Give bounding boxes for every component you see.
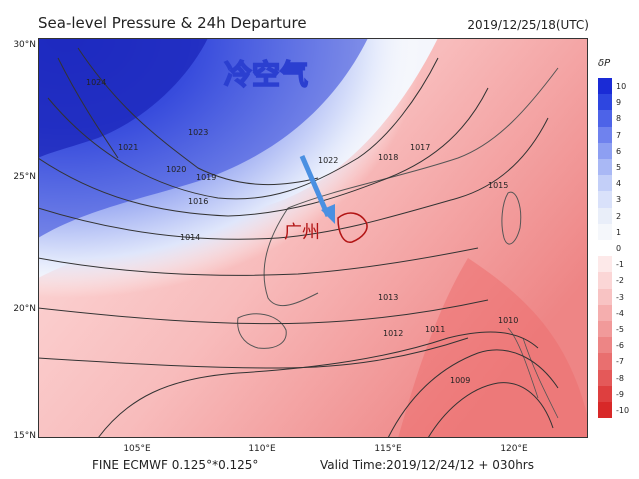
cold-air-arrowhead xyxy=(321,204,335,224)
cold-air-label: 冷空气 xyxy=(224,58,308,91)
colorbar-segment xyxy=(598,78,612,95)
isobar-label: 1018 xyxy=(378,153,398,162)
warm-core xyxy=(398,258,588,438)
city-label: 广州 xyxy=(284,222,320,243)
isobar-label: 1023 xyxy=(188,128,208,137)
colorbar-label: -10 xyxy=(616,406,630,415)
colorbar-segment xyxy=(598,159,612,176)
map-frame xyxy=(38,38,588,438)
colorbar-label: 5 xyxy=(616,163,622,172)
colorbar-label: 9 xyxy=(616,98,622,108)
colorbar-segment xyxy=(598,94,612,111)
lat-label-15n: 15°N xyxy=(13,431,36,441)
colorbar-segment xyxy=(598,304,612,321)
colorbar-label: 3 xyxy=(616,195,622,205)
lon-label-115e: 115°E xyxy=(374,444,402,454)
colorbar-segment xyxy=(598,126,612,143)
colorbar-segment xyxy=(598,337,612,354)
cold-center xyxy=(38,38,208,158)
model-info: FINE ECMWF 0.125°*0.125° xyxy=(92,458,259,472)
isobar-label: 1009 xyxy=(450,376,470,385)
colorbar-segment xyxy=(598,240,612,257)
colorbar-segment xyxy=(598,110,612,127)
colorbar-label: 7 xyxy=(616,130,622,140)
colorbar-label: 8 xyxy=(616,114,622,124)
colorbar-label: -3 xyxy=(616,292,624,302)
colorbar-label: -1 xyxy=(616,260,624,270)
lon-label-110e: 110°E xyxy=(248,444,276,454)
isobar-label: 1015 xyxy=(488,181,508,190)
lat-label-30n: 30°N xyxy=(13,40,36,50)
colorbar-label: -8 xyxy=(616,373,624,383)
coastline xyxy=(263,67,559,307)
colorbar-label: 6 xyxy=(616,146,622,156)
guangzhou-outline xyxy=(337,212,368,243)
map-title: Sea-level Pressure & 24h Departure xyxy=(38,14,307,32)
colorbar-segment xyxy=(598,223,612,240)
isobar-label: 1010 xyxy=(498,316,518,325)
isobar-label: 1020 xyxy=(166,165,186,174)
colorbar-segment xyxy=(598,256,612,273)
colorbar-segment xyxy=(598,175,612,192)
colorbar-label: 2 xyxy=(616,211,622,221)
lon-label-120e: 120°E xyxy=(500,444,528,454)
colorbar-segment xyxy=(598,385,612,402)
isobar-label: 1019 xyxy=(196,173,216,182)
colorbar-label: -7 xyxy=(616,357,624,367)
isobar-label: 1024 xyxy=(86,78,106,87)
isobar-label: 1011 xyxy=(425,325,445,334)
colorbar-segment xyxy=(598,402,612,419)
colorbar-label: -4 xyxy=(616,308,624,318)
isobar-label: 1021 xyxy=(118,143,138,152)
colorbar-segment xyxy=(598,353,612,370)
colorbar-label: -2 xyxy=(616,276,624,286)
colorbar-segment xyxy=(598,369,612,386)
timestamp: 2019/12/25/18(UTC) xyxy=(467,18,589,32)
lat-label-25n: 25°N xyxy=(13,172,36,182)
isobar-label: 1017 xyxy=(410,143,430,152)
pressure-map: 1024 1023 1022 1021 1020 1019 1018 1017 … xyxy=(38,38,588,438)
colorbar-label: 1 xyxy=(616,227,622,237)
colorbar-label: 10 xyxy=(616,82,627,91)
colorbar-segment xyxy=(598,272,612,289)
isobar-label: 1012 xyxy=(383,329,403,338)
isobar-label: 1022 xyxy=(318,156,338,165)
lon-label-105e: 105°E xyxy=(123,444,151,454)
colorbar-segment xyxy=(598,207,612,224)
isobar-label: 1014 xyxy=(180,233,200,242)
lat-label-20n: 20°N xyxy=(13,304,36,314)
colorbar-segment xyxy=(598,321,612,338)
isobar-label: 1013 xyxy=(378,293,398,302)
colorbar-title: δP xyxy=(598,58,611,69)
colorbar-label: 4 xyxy=(616,179,622,189)
hainan-island xyxy=(237,313,287,349)
colorbar-label: -5 xyxy=(616,325,624,334)
taiwan-island xyxy=(501,191,522,245)
valid-time: Valid Time:2019/12/24/12 + 030hrs xyxy=(320,458,534,472)
colorbar-segment xyxy=(598,142,612,159)
colorbar-label: -9 xyxy=(616,389,624,399)
colorbar-label: -6 xyxy=(616,341,624,351)
colorbar-segment xyxy=(598,288,612,305)
isobar-label: 1016 xyxy=(188,197,208,206)
cold-air-arrow xyxy=(299,155,331,217)
colorbar-label: 0 xyxy=(616,244,622,253)
colorbar-segment xyxy=(598,191,612,208)
